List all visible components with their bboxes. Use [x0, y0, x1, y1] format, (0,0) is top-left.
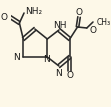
Text: NH₂: NH₂	[26, 7, 43, 16]
Text: CH₃: CH₃	[97, 18, 111, 27]
Text: O: O	[66, 71, 73, 80]
Text: N: N	[43, 54, 50, 63]
Text: O: O	[89, 25, 96, 34]
Text: O: O	[76, 7, 83, 16]
Text: NH: NH	[53, 21, 66, 30]
Text: O: O	[0, 13, 7, 22]
Text: N: N	[13, 53, 20, 62]
Text: N: N	[56, 68, 62, 77]
